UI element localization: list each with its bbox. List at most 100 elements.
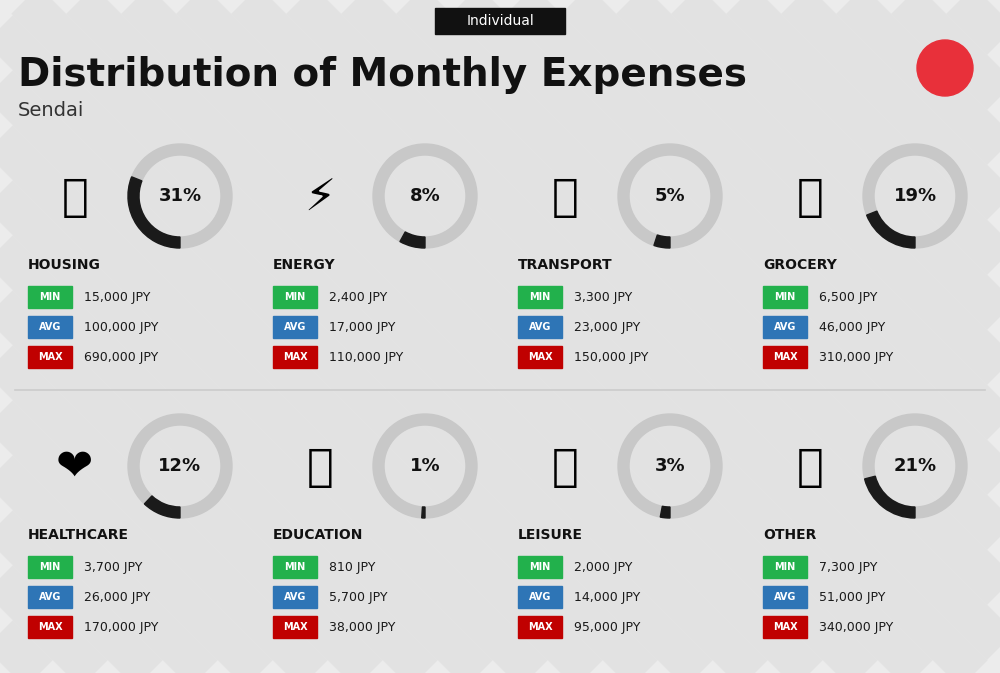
FancyBboxPatch shape xyxy=(273,316,317,338)
Text: MAX: MAX xyxy=(283,352,307,362)
Text: ❤️: ❤️ xyxy=(56,446,94,489)
Text: 26,000 JPY: 26,000 JPY xyxy=(84,590,150,604)
FancyBboxPatch shape xyxy=(273,616,317,638)
FancyBboxPatch shape xyxy=(763,286,807,308)
Wedge shape xyxy=(128,414,232,518)
Text: MAX: MAX xyxy=(283,622,307,632)
FancyBboxPatch shape xyxy=(518,286,562,308)
Text: 6,500 JPY: 6,500 JPY xyxy=(819,291,877,304)
Text: 46,000 JPY: 46,000 JPY xyxy=(819,320,885,334)
Text: 🏢: 🏢 xyxy=(62,176,88,219)
Text: AVG: AVG xyxy=(774,322,796,332)
Text: 2,000 JPY: 2,000 JPY xyxy=(574,561,632,573)
FancyBboxPatch shape xyxy=(28,346,72,368)
Text: Individual: Individual xyxy=(466,14,534,28)
Text: 19%: 19% xyxy=(893,187,937,205)
Text: 🚌: 🚌 xyxy=(552,176,578,219)
Text: 15,000 JPY: 15,000 JPY xyxy=(84,291,150,304)
Text: 🥕: 🥕 xyxy=(797,176,823,219)
Text: HEALTHCARE: HEALTHCARE xyxy=(28,528,129,542)
Text: 51,000 JPY: 51,000 JPY xyxy=(819,590,885,604)
Text: AVG: AVG xyxy=(284,322,306,332)
FancyBboxPatch shape xyxy=(518,346,562,368)
Text: 150,000 JPY: 150,000 JPY xyxy=(574,351,648,363)
Text: Sendai: Sendai xyxy=(18,100,84,120)
Text: 3%: 3% xyxy=(655,457,685,475)
Wedge shape xyxy=(128,144,232,248)
Text: EDUCATION: EDUCATION xyxy=(273,528,363,542)
FancyBboxPatch shape xyxy=(273,286,317,308)
Text: 🎓: 🎓 xyxy=(307,446,333,489)
Text: MIN: MIN xyxy=(774,562,796,572)
FancyBboxPatch shape xyxy=(763,616,807,638)
Wedge shape xyxy=(373,144,477,248)
Text: 340,000 JPY: 340,000 JPY xyxy=(819,621,893,633)
Text: 170,000 JPY: 170,000 JPY xyxy=(84,621,158,633)
Wedge shape xyxy=(400,232,425,248)
Wedge shape xyxy=(422,507,425,518)
Text: MIN: MIN xyxy=(39,562,61,572)
Text: 100,000 JPY: 100,000 JPY xyxy=(84,320,158,334)
Wedge shape xyxy=(373,414,477,518)
Text: ⚡: ⚡ xyxy=(304,176,336,219)
Text: 690,000 JPY: 690,000 JPY xyxy=(84,351,158,363)
FancyBboxPatch shape xyxy=(28,556,72,578)
Wedge shape xyxy=(867,211,915,248)
Text: MIN: MIN xyxy=(529,562,551,572)
Text: MAX: MAX xyxy=(38,352,62,362)
FancyBboxPatch shape xyxy=(28,286,72,308)
FancyBboxPatch shape xyxy=(28,316,72,338)
Text: AVG: AVG xyxy=(284,592,306,602)
FancyBboxPatch shape xyxy=(28,586,72,608)
Wedge shape xyxy=(618,144,722,248)
Wedge shape xyxy=(660,506,670,518)
Text: 5%: 5% xyxy=(655,187,685,205)
Text: 💰: 💰 xyxy=(797,446,823,489)
Text: AVG: AVG xyxy=(39,322,61,332)
Text: 110,000 JPY: 110,000 JPY xyxy=(329,351,403,363)
Text: AVG: AVG xyxy=(529,592,551,602)
Text: 5,700 JPY: 5,700 JPY xyxy=(329,590,388,604)
Text: 810 JPY: 810 JPY xyxy=(329,561,375,573)
FancyBboxPatch shape xyxy=(518,316,562,338)
FancyBboxPatch shape xyxy=(518,586,562,608)
Text: AVG: AVG xyxy=(39,592,61,602)
Text: 1%: 1% xyxy=(410,457,440,475)
FancyBboxPatch shape xyxy=(273,346,317,368)
Text: 23,000 JPY: 23,000 JPY xyxy=(574,320,640,334)
FancyBboxPatch shape xyxy=(28,616,72,638)
Text: 3,300 JPY: 3,300 JPY xyxy=(574,291,632,304)
FancyBboxPatch shape xyxy=(435,8,565,34)
Text: MAX: MAX xyxy=(773,352,797,362)
Text: LEISURE: LEISURE xyxy=(518,528,583,542)
Wedge shape xyxy=(618,414,722,518)
Text: ENERGY: ENERGY xyxy=(273,258,336,272)
Text: MAX: MAX xyxy=(528,622,552,632)
Wedge shape xyxy=(654,235,670,248)
Text: HOUSING: HOUSING xyxy=(28,258,101,272)
Text: MIN: MIN xyxy=(774,292,796,302)
Text: 17,000 JPY: 17,000 JPY xyxy=(329,320,395,334)
Text: MIN: MIN xyxy=(39,292,61,302)
Circle shape xyxy=(917,40,973,96)
Text: 12%: 12% xyxy=(158,457,202,475)
Wedge shape xyxy=(865,476,915,518)
Wedge shape xyxy=(863,414,967,518)
Text: 31%: 31% xyxy=(158,187,202,205)
Text: MIN: MIN xyxy=(529,292,551,302)
Text: OTHER: OTHER xyxy=(763,528,816,542)
Text: MAX: MAX xyxy=(773,622,797,632)
Text: 3,700 JPY: 3,700 JPY xyxy=(84,561,142,573)
Text: MIN: MIN xyxy=(284,292,306,302)
Text: 7,300 JPY: 7,300 JPY xyxy=(819,561,877,573)
Text: MIN: MIN xyxy=(284,562,306,572)
FancyBboxPatch shape xyxy=(763,556,807,578)
FancyBboxPatch shape xyxy=(763,346,807,368)
FancyBboxPatch shape xyxy=(763,316,807,338)
Text: 95,000 JPY: 95,000 JPY xyxy=(574,621,640,633)
Text: MAX: MAX xyxy=(38,622,62,632)
Text: 21%: 21% xyxy=(893,457,937,475)
FancyBboxPatch shape xyxy=(518,616,562,638)
Text: Distribution of Monthly Expenses: Distribution of Monthly Expenses xyxy=(18,56,747,94)
Text: 🛍: 🛍 xyxy=(552,446,578,489)
